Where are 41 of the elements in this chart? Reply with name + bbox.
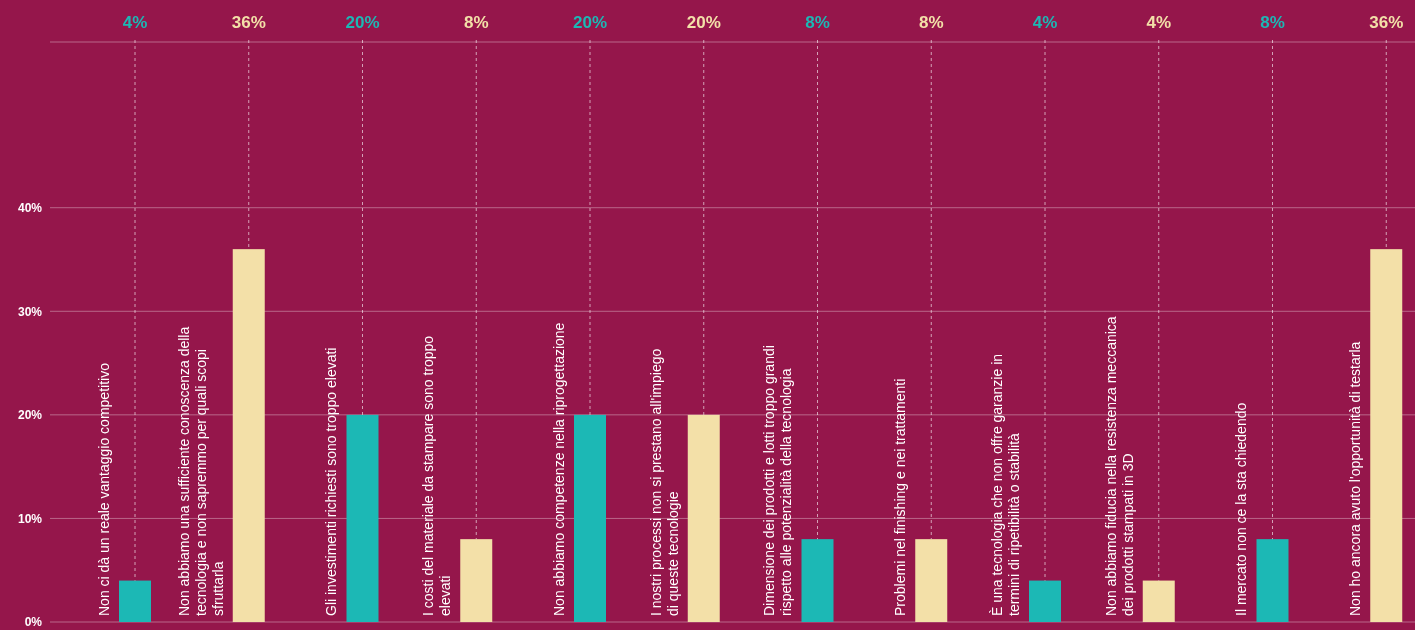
bar bbox=[915, 539, 948, 622]
bar bbox=[574, 414, 606, 622]
x-tick-label: Non abbiamo una sufficiente conoscenza della tecnologia e non sapremmo per quali scopi sfruttarla bbox=[175, 326, 226, 616]
bar bbox=[1370, 249, 1403, 622]
bar bbox=[1142, 580, 1175, 622]
data-label: 8% bbox=[1260, 13, 1285, 32]
bar bbox=[119, 580, 151, 622]
bar bbox=[1029, 580, 1061, 622]
x-tick-label: Gli investimenti richiesti sono troppo elevati bbox=[323, 347, 340, 616]
x-tick-label: È una tecnologia che non offre garanzie in termini di ripetibilità o stabilità bbox=[988, 353, 1022, 616]
x-tick-label: Dimensione dei prodotti e lotti troppo grandi rispetto alle potenzialità della tecnologia bbox=[761, 345, 795, 616]
x-tick-label: I nostri processi non si prestano all'impiego di queste tecnologie bbox=[647, 348, 681, 616]
bar bbox=[346, 414, 379, 622]
data-label: 20% bbox=[572, 13, 608, 32]
data-label: 8% bbox=[463, 13, 489, 32]
data-label: 36% bbox=[231, 13, 266, 32]
y-tick-label: 20% bbox=[17, 408, 43, 423]
y-tick-label: 30% bbox=[17, 304, 43, 319]
data-label: 4% bbox=[122, 13, 148, 32]
bar bbox=[687, 414, 720, 622]
x-tick-label: Non ci dà un reale vantaggio competitivo bbox=[95, 362, 112, 616]
data-label: 20% bbox=[686, 13, 721, 32]
data-label: 4% bbox=[1146, 13, 1172, 32]
data-label: 4% bbox=[1032, 13, 1058, 32]
x-tick-label: Non ho ancora avuto l'opportunità di testarla bbox=[1347, 341, 1364, 616]
x-tick-label: Non abbiamo fiducia nella resistenza meccanica dei prodotti stampati in 3D bbox=[1102, 316, 1136, 616]
bar bbox=[1256, 539, 1289, 622]
x-tick-label: Il mercato non ce la sta chiedendo bbox=[1233, 402, 1250, 616]
data-label: 8% bbox=[805, 13, 830, 32]
y-tick-label: 10% bbox=[17, 511, 43, 526]
y-tick-label: 40% bbox=[17, 200, 43, 215]
bar bbox=[460, 539, 493, 622]
data-label: 36% bbox=[1369, 13, 1404, 32]
bar bbox=[232, 249, 265, 622]
x-tick-label: Non abbiamo competenze nella riprogettazione bbox=[550, 322, 567, 616]
x-tick-label: Problemi nel finishing e nei trattamenti bbox=[892, 378, 909, 616]
bar bbox=[801, 539, 834, 622]
data-label: 8% bbox=[918, 13, 944, 32]
data-label: 20% bbox=[345, 13, 380, 32]
x-tick-label: I costi del materiale da stampare sono troppo elevati bbox=[420, 335, 454, 616]
y-tick-label: 0% bbox=[24, 615, 43, 630]
